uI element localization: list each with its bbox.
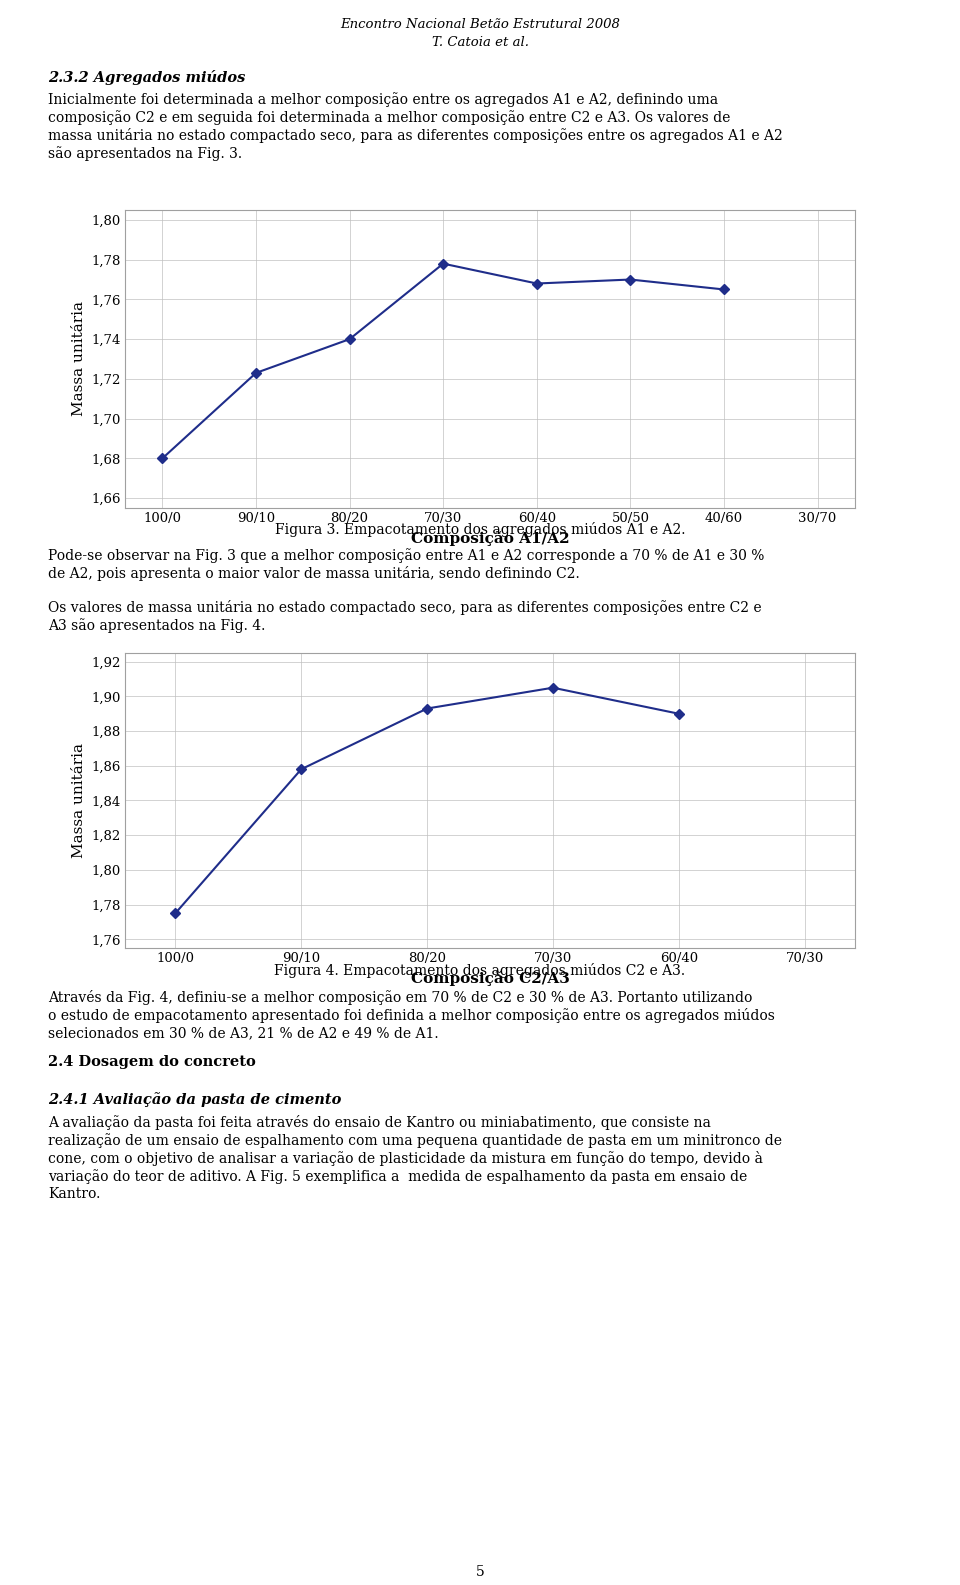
Text: o estudo de empacotamento apresentado foi definida a melhor composição entre os : o estudo de empacotamento apresentado fo… xyxy=(48,1008,775,1022)
X-axis label: Composição A1/A2: Composição A1/A2 xyxy=(411,531,569,545)
Text: 2.4 Dosagem do concreto: 2.4 Dosagem do concreto xyxy=(48,1056,255,1068)
Text: 5: 5 xyxy=(475,1564,485,1579)
Text: Através da Fig. 4, definiu-se a melhor composição em 70 % de C2 e 30 % de A3. Po: Através da Fig. 4, definiu-se a melhor c… xyxy=(48,991,753,1005)
Text: A3 são apresentados na Fig. 4.: A3 são apresentados na Fig. 4. xyxy=(48,618,265,632)
Text: selecionados em 30 % de A3, 21 % de A2 e 49 % de A1.: selecionados em 30 % de A3, 21 % de A2 e… xyxy=(48,1025,439,1040)
Text: composição C2 e em seguida foi determinada a melhor composição entre C2 e A3. Os: composição C2 e em seguida foi determina… xyxy=(48,109,731,125)
Text: Encontro Nacional Betão Estrutural 2008: Encontro Nacional Betão Estrutural 2008 xyxy=(340,17,620,32)
Text: A avaliação da pasta foi feita através do ensaio de Kantro ou miniabatimento, qu: A avaliação da pasta foi feita através d… xyxy=(48,1114,710,1130)
Text: são apresentados na Fig. 3.: são apresentados na Fig. 3. xyxy=(48,146,242,160)
Text: variação do teor de aditivo. A Fig. 5 exemplifica a  medida de espalhamento da p: variação do teor de aditivo. A Fig. 5 ex… xyxy=(48,1170,747,1184)
Text: Os valores de massa unitária no estado compactado seco, para as diferentes compo: Os valores de massa unitária no estado c… xyxy=(48,601,761,615)
Text: de A2, pois apresenta o maior valor de massa unitária, sendo definindo C2.: de A2, pois apresenta o maior valor de m… xyxy=(48,566,580,582)
Text: Inicialmente foi determinada a melhor composição entre os agregados A1 e A2, def: Inicialmente foi determinada a melhor co… xyxy=(48,92,718,106)
Text: realização de um ensaio de espalhamento com uma pequena quantidade de pasta em u: realização de um ensaio de espalhamento … xyxy=(48,1133,782,1148)
Text: Figura 3. Empacotamento dos agregados miúdos A1 e A2.: Figura 3. Empacotamento dos agregados mi… xyxy=(275,521,685,537)
Text: massa unitária no estado compactado seco, para as diferentes composições entre o: massa unitária no estado compactado seco… xyxy=(48,128,782,143)
Text: 2.3.2 Agregados miúdos: 2.3.2 Agregados miúdos xyxy=(48,70,246,86)
Y-axis label: Massa unitária: Massa unitária xyxy=(72,301,85,417)
Y-axis label: Massa unitária: Massa unitária xyxy=(72,743,85,857)
Text: Kantro.: Kantro. xyxy=(48,1187,101,1201)
Text: Figura 4. Empacotamento dos agregados miúdos C2 e A3.: Figura 4. Empacotamento dos agregados mi… xyxy=(275,964,685,978)
Text: 2.4.1 Avaliação da pasta de cimento: 2.4.1 Avaliação da pasta de cimento xyxy=(48,1092,342,1106)
Text: Pode-se observar na Fig. 3 que a melhor composição entre A1 e A2 corresponde a 7: Pode-se observar na Fig. 3 que a melhor … xyxy=(48,548,764,563)
Text: T. Catoia et al.: T. Catoia et al. xyxy=(431,36,529,49)
X-axis label: Composição C2/A3: Composição C2/A3 xyxy=(411,970,569,986)
Text: cone, com o objetivo de analisar a variação de plasticidade da mistura em função: cone, com o objetivo de analisar a varia… xyxy=(48,1151,763,1167)
